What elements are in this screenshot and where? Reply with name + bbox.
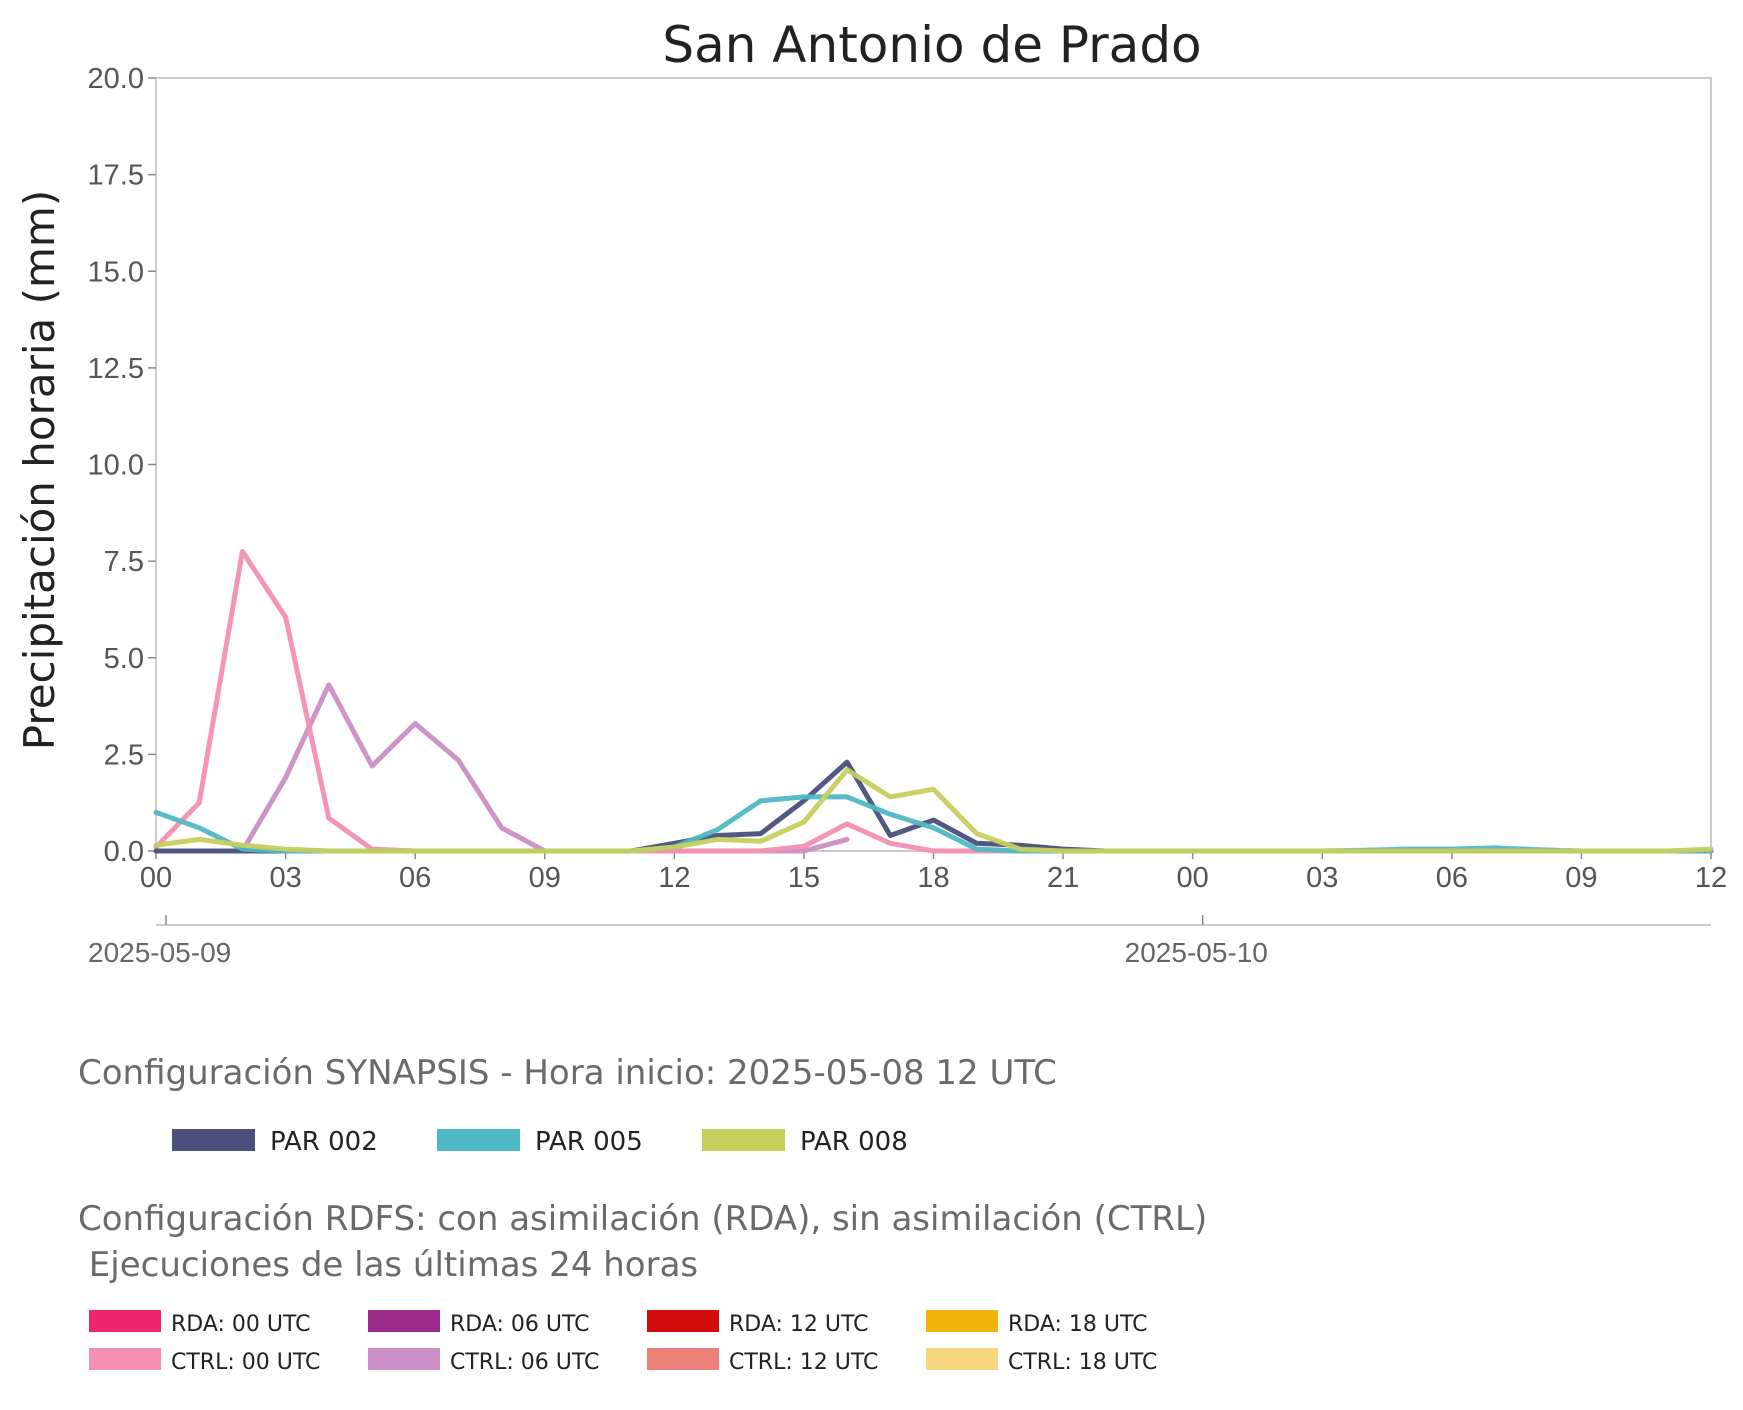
rdfs-legend-label: RDA: 12 UTC <box>729 1312 869 1337</box>
rdfs-legend-swatch <box>89 1310 161 1332</box>
rdfs-legend-label: RDA: 18 UTC <box>1008 1312 1148 1337</box>
y-tick-label: 15.0 <box>88 256 144 288</box>
chart-title: San Antonio de Prado <box>662 16 1201 74</box>
y-axis-ticks: 0.0 2.5 5.0 7.5 10.0 12.5 15.0 17.5 20.0 <box>88 63 156 868</box>
rdfs-legend-label: RDA: 06 UTC <box>450 1312 590 1337</box>
rdfs-legend-heading-line1: Configuración RDFS: con asimilación (RDA… <box>78 1199 1207 1239</box>
x-axis-ticks: 00 03 06 09 12 15 18 21 00 03 06 09 12 <box>140 851 1727 894</box>
y-tick-label: 10.0 <box>88 450 144 482</box>
y-tick-label: 12.5 <box>88 353 144 385</box>
y-tick-label: 17.5 <box>88 160 144 192</box>
rdfs-legend-label: CTRL: 18 UTC <box>1008 1350 1157 1375</box>
synapsis-legend-label: PAR 005 <box>535 1127 643 1157</box>
synapsis-legend-label: PAR 008 <box>800 1127 908 1157</box>
series-line <box>153 759 1714 854</box>
rdfs-legend-heading-line2: Ejecuciones de las últimas 24 horas <box>78 1245 698 1285</box>
x-tick-label: 09 <box>1565 862 1597 894</box>
x-tick-label: 21 <box>1047 862 1079 894</box>
synapsis-legend-swatch <box>702 1129 785 1151</box>
series-line <box>153 794 1714 854</box>
y-tick-label: 0.0 <box>104 836 144 868</box>
x-tick-label: 18 <box>917 862 949 894</box>
rdfs-legend-swatch <box>647 1348 719 1370</box>
x-tick-label: 00 <box>1177 862 1209 894</box>
x-tick-label: 09 <box>529 862 561 894</box>
x-tick-label: 03 <box>269 862 301 894</box>
rdfs-legend-label: CTRL: 12 UTC <box>729 1350 878 1375</box>
y-tick-label: 20.0 <box>88 63 144 95</box>
y-tick-label: 5.0 <box>104 643 144 675</box>
synapsis-legend-swatch <box>172 1129 255 1151</box>
x-tick-label: 12 <box>658 862 690 894</box>
synapsis-legend-label: PAR 002 <box>270 1127 378 1157</box>
synapsis-legend-swatch <box>437 1129 520 1151</box>
date-tick-label: 2025-05-09 <box>88 937 231 968</box>
date-axis-ticks: 2025-05-09 2025-05-10 <box>88 915 1268 968</box>
x-tick-label: 06 <box>1436 862 1468 894</box>
rdfs-legend-swatch <box>647 1310 719 1332</box>
rdfs-legend-swatch <box>89 1348 161 1370</box>
synapsis-legend: PAR 002 PAR 005 PAR 008 <box>172 1127 908 1157</box>
plot-frame <box>155 77 1712 852</box>
series-line <box>153 767 1714 854</box>
rdfs-legend-swatch <box>368 1348 440 1370</box>
x-tick-label: 00 <box>140 862 172 894</box>
synapsis-legend-heading: Configuración SYNAPSIS - Hora inicio: 20… <box>78 1053 1057 1093</box>
series-line <box>153 549 1325 854</box>
rdfs-legend: RDA: 00 UTC CTRL: 00 UTC RDA: 06 UTC CTRL: … <box>89 1310 1157 1375</box>
rdfs-legend-label: CTRL: 06 UTC <box>450 1350 599 1375</box>
rdfs-legend-label: RDA: 00 UTC <box>171 1312 311 1337</box>
y-tick-label: 7.5 <box>104 546 144 578</box>
series-lines <box>153 549 1714 854</box>
y-axis-label: Precipitación horaria (mm) <box>15 190 64 750</box>
rdfs-legend-label: CTRL: 00 UTC <box>171 1350 320 1375</box>
series-line <box>239 682 850 854</box>
rdfs-legend-swatch <box>926 1310 998 1332</box>
x-tick-label: 12 <box>1695 862 1727 894</box>
rdfs-legend-swatch <box>926 1348 998 1370</box>
x-tick-label: 15 <box>788 862 820 894</box>
rdfs-legend-swatch <box>368 1310 440 1332</box>
y-tick-label: 2.5 <box>104 739 144 771</box>
x-tick-label: 06 <box>399 862 431 894</box>
date-tick-label: 2025-05-10 <box>1125 937 1268 968</box>
x-tick-label: 03 <box>1306 862 1338 894</box>
